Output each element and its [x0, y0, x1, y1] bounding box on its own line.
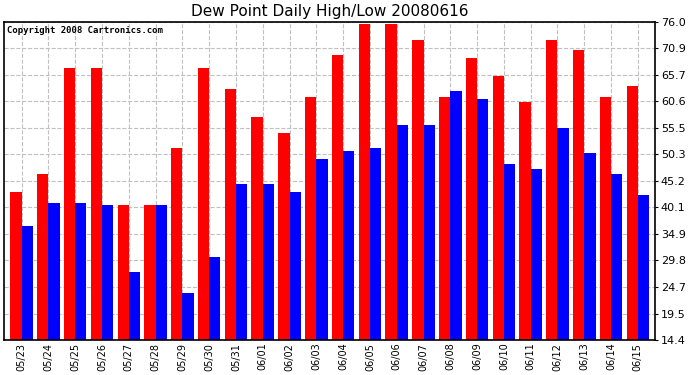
Bar — [397, 125, 408, 340]
Bar — [75, 202, 86, 340]
Bar — [627, 86, 638, 340]
Bar — [573, 50, 584, 340]
Bar — [477, 99, 489, 340]
Bar — [155, 205, 167, 340]
Bar — [424, 125, 435, 340]
Bar — [171, 148, 182, 340]
Bar — [451, 92, 462, 340]
Bar — [412, 40, 424, 340]
Text: Copyright 2008 Cartronics.com: Copyright 2008 Cartronics.com — [8, 27, 164, 36]
Bar — [343, 151, 355, 340]
Bar — [21, 226, 33, 340]
Bar — [48, 202, 59, 340]
Bar — [531, 169, 542, 340]
Bar — [102, 205, 113, 340]
Bar — [129, 272, 140, 340]
Bar — [278, 133, 290, 340]
Bar — [520, 102, 531, 340]
Bar — [332, 55, 343, 340]
Bar — [305, 97, 316, 340]
Bar — [316, 159, 328, 340]
Bar — [64, 68, 75, 340]
Bar — [37, 174, 48, 340]
Bar — [493, 76, 504, 340]
Bar — [209, 257, 220, 340]
Bar — [466, 58, 477, 340]
Bar — [546, 40, 558, 340]
Bar — [10, 192, 21, 340]
Bar — [251, 117, 263, 340]
Bar — [198, 68, 209, 340]
Bar — [600, 97, 611, 340]
Bar — [182, 293, 194, 340]
Bar — [117, 205, 129, 340]
Bar — [584, 153, 595, 340]
Bar — [225, 89, 236, 340]
Bar — [370, 148, 381, 340]
Bar — [236, 184, 247, 340]
Bar — [263, 184, 274, 340]
Bar — [359, 24, 370, 340]
Bar — [558, 128, 569, 340]
Bar — [290, 192, 301, 340]
Title: Dew Point Daily High/Low 20080616: Dew Point Daily High/Low 20080616 — [191, 4, 469, 19]
Bar — [144, 205, 155, 340]
Bar — [611, 174, 622, 340]
Bar — [90, 68, 102, 340]
Bar — [386, 24, 397, 340]
Bar — [638, 195, 649, 340]
Bar — [439, 97, 451, 340]
Bar — [504, 164, 515, 340]
